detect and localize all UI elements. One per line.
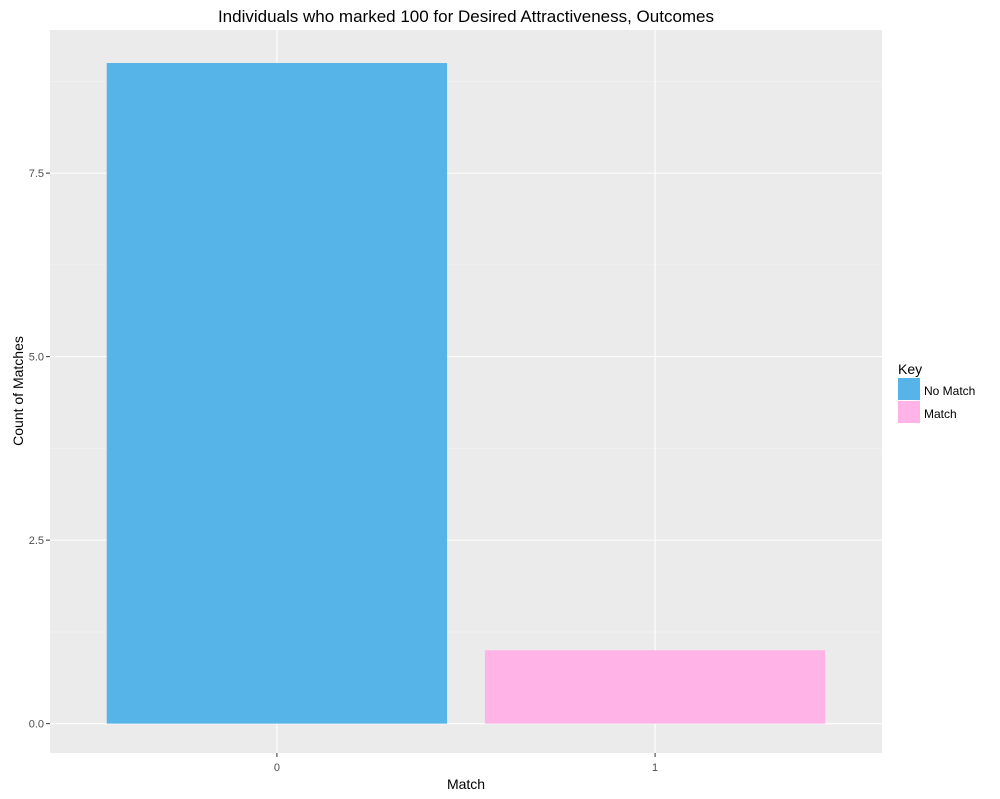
x-tick-label: 0 (274, 762, 280, 774)
y-axis-ticks: 0.0 2.5 5.0 7.5 (29, 168, 50, 731)
legend-swatch-match (898, 401, 920, 423)
legend-title: Key (898, 361, 922, 377)
y-axis-title: Count of Matches (10, 336, 26, 446)
bar-0 (106, 63, 448, 724)
legend-label-no-match: No Match (924, 384, 975, 398)
legend: Key No Match Match (898, 361, 975, 423)
y-tick-label: 2.5 (29, 535, 44, 547)
bars (106, 63, 826, 724)
x-axis-title: Match (447, 776, 485, 792)
legend-swatch-no-match (898, 378, 920, 400)
y-tick-label: 7.5 (29, 168, 44, 180)
chart-title: Individuals who marked 100 for Desired A… (218, 7, 714, 26)
bar-1 (484, 650, 826, 724)
y-tick-label: 0.0 (29, 719, 44, 731)
x-tick-label: 1 (652, 762, 658, 774)
y-tick-label: 5.0 (29, 352, 44, 364)
legend-label-match: Match (924, 407, 957, 421)
